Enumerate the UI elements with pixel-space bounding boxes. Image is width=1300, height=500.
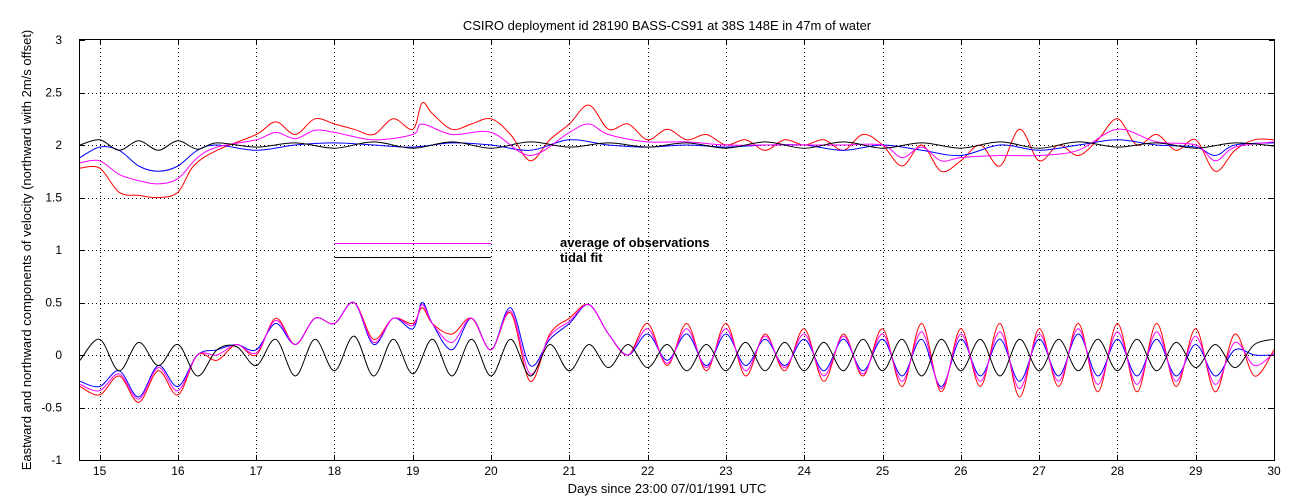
legend-lines — [334, 243, 492, 258]
x-tick-label: 28 — [1111, 464, 1125, 478]
x-tick-label: 24 — [798, 464, 812, 478]
x-tick-label: 25 — [876, 464, 890, 478]
x-axis-label: Days since 23:00 07/01/1991 UTC — [568, 481, 767, 496]
x-tick-labels: 15 16 17 18 19 20 21 22 23 24 25 26 27 28 29 30 — [93, 464, 1281, 478]
x-tick-label: 21 — [563, 464, 577, 478]
series-line-3 — [79, 123, 1275, 185]
y-tick-label: 1 — [55, 243, 62, 257]
series-line-6 — [79, 301, 1275, 398]
chart-title: CSIRO deployment id 28190 BASS-CS91 at 3… — [463, 18, 872, 33]
x-tick-label: 26 — [954, 464, 968, 478]
series-line-4 — [79, 139, 1275, 151]
x-tick-label: 30 — [1267, 464, 1281, 478]
y-tick-label: 0.5 — [45, 296, 62, 310]
legend-label-average: average of observations — [560, 235, 710, 250]
x-tick-label: 16 — [171, 464, 185, 478]
series-line-2 — [79, 139, 1275, 172]
x-tick-label: 27 — [1032, 464, 1046, 478]
x-tick-label: 19 — [406, 464, 420, 478]
x-tick-label: 23 — [719, 464, 733, 478]
y-tick-label: 3 — [55, 33, 62, 47]
plot-frame — [79, 39, 1275, 461]
legend-label-tidal-fit: tidal fit — [560, 250, 603, 265]
x-tick-label: 15 — [93, 464, 107, 478]
y-axis-label: Eastward and northward components of vel… — [19, 30, 34, 471]
y-tick-label: 2 — [55, 138, 62, 152]
axis-ticks — [80, 40, 1275, 461]
series-line-8 — [79, 335, 1275, 377]
y-tick-label: 2.5 — [45, 86, 62, 100]
series-lines — [79, 102, 1275, 403]
x-tick-label: 18 — [328, 464, 342, 478]
x-tick-label: 22 — [641, 464, 655, 478]
series-line-1 — [79, 102, 1275, 199]
y-tick-label: -1 — [51, 453, 62, 467]
y-tick-label: 1.5 — [45, 191, 62, 205]
y-tick-labels: -1 -0.5 0 0.5 1 1.5 2 2.5 3 — [41, 33, 62, 467]
x-tick-label: 20 — [484, 464, 498, 478]
y-tick-label: 0 — [55, 348, 62, 362]
x-tick-label: 29 — [1189, 464, 1203, 478]
x-tick-label: 17 — [249, 464, 263, 478]
y-tick-label: -0.5 — [41, 401, 62, 415]
